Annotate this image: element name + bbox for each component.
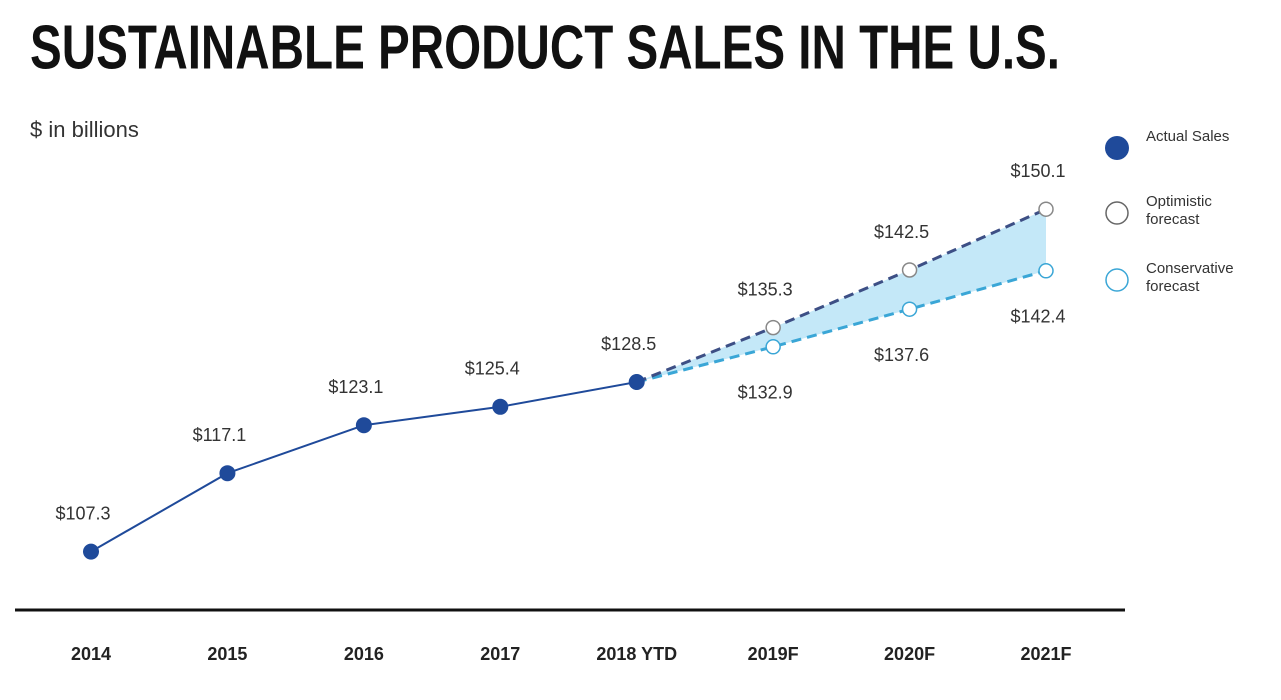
legend-marker (1105, 136, 1129, 160)
series-line (636, 269, 1047, 384)
series-line (90, 381, 637, 553)
legend-label: Actual Sales (1146, 128, 1230, 145)
data-label: $142.5 (874, 222, 929, 242)
x-tick-label: 2018 YTD (596, 644, 677, 664)
point (219, 465, 236, 482)
data-label: $107.3 (55, 503, 110, 523)
x-tick-label: 2017 (480, 644, 520, 664)
point (355, 417, 372, 434)
point (765, 339, 781, 355)
chart-title: SUSTAINABLE PRODUCT SALES IN THE U.S. (30, 13, 1060, 82)
point (628, 374, 645, 390)
point (1038, 201, 1054, 217)
chart-subtitle: $ in billions (30, 117, 139, 142)
x-tick-label: 2021F (1020, 644, 1071, 664)
data-label: $132.9 (738, 383, 793, 403)
legend-marker (1105, 201, 1129, 225)
x-tick-label: 2016 (344, 644, 384, 664)
legend-label: Conservative forecast (1146, 260, 1234, 295)
x-tick-label: 2020F (884, 644, 935, 664)
point (83, 543, 99, 560)
point (492, 398, 509, 415)
data-label: $150.1 (1010, 161, 1065, 181)
data-label: $117.1 (193, 425, 247, 445)
legend-marker (1105, 268, 1129, 292)
data-label: $142.4 (1010, 307, 1065, 327)
legend-label: Optimistic forecast (1146, 193, 1212, 228)
x-tick-label: 2015 (207, 644, 247, 664)
series-line (636, 207, 1047, 384)
x-tick-label: 2019F (748, 644, 799, 664)
point (765, 319, 781, 336)
data-label: $123.1 (328, 377, 383, 397)
data-label: $128.5 (601, 334, 656, 354)
x-tick-label: 2014 (71, 644, 111, 664)
point (901, 262, 918, 278)
data-label: $135.3 (738, 279, 793, 299)
data-label: $125.4 (465, 359, 520, 379)
data-label: $137.6 (874, 345, 929, 365)
point (1038, 263, 1054, 279)
point (901, 301, 918, 317)
